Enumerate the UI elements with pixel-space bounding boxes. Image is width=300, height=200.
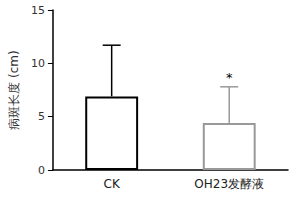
svg-text:*: * — [226, 70, 233, 85]
svg-text:OH23发酵液: OH23发酵液 — [194, 177, 264, 191]
svg-text:15: 15 — [31, 4, 45, 17]
svg-text:病斑长度 (cm): 病斑长度 (cm) — [7, 50, 21, 129]
svg-text:10: 10 — [31, 57, 45, 70]
svg-text:5: 5 — [38, 110, 45, 123]
svg-text:CK: CK — [104, 177, 121, 191]
svg-text:0: 0 — [38, 164, 45, 177]
